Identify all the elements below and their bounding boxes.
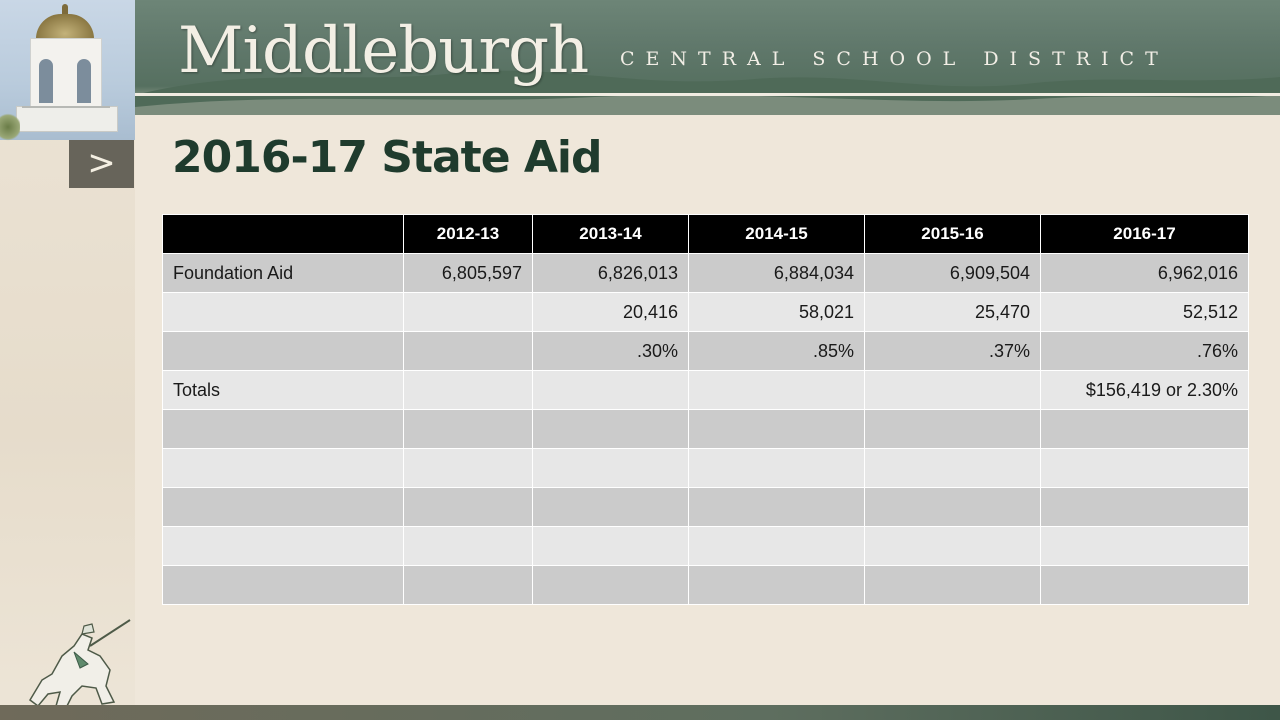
table-row [162,487,1249,527]
table-cell [864,565,1041,605]
table-cell [688,409,865,449]
table-cell [1040,448,1249,488]
cupola-icon [0,0,135,142]
table-cell [864,526,1041,566]
table-cell [864,409,1041,449]
table-cell: $156,419 or 2.30% [1040,370,1249,410]
chevron-right-icon: > [69,140,134,188]
table-cell: 25,470 [864,292,1041,332]
table-cell [403,448,533,488]
table-cell [532,487,689,527]
state-aid-table: 2012-13 2013-14 2014-15 2015-16 2016-17 … [162,214,1249,605]
table-cell [162,292,404,332]
footer-band [0,705,1280,720]
table-cell [403,565,533,605]
table-cell: 6,805,597 [403,253,533,293]
header-divider [135,93,1280,96]
header-cell: 2015-16 [864,214,1041,254]
table-header-row: 2012-13 2013-14 2014-15 2015-16 2016-17 [162,214,1249,254]
table-cell [532,409,689,449]
table-row: Totals $156,419 or 2.30% [162,370,1249,410]
table-cell [403,292,533,332]
table-cell [403,331,533,371]
slide-title: 2016-17 State Aid [172,132,603,183]
table-cell [1040,409,1249,449]
table-cell [532,526,689,566]
table-cell [403,487,533,527]
table-cell [688,448,865,488]
table-cell [864,370,1041,410]
table-cell [864,487,1041,527]
table-row [162,565,1249,605]
table-cell: .30% [532,331,689,371]
table-cell [162,331,404,371]
table-cell [162,526,404,566]
table-cell [688,565,865,605]
table-row: 20,416 58,021 25,470 52,512 [162,292,1249,332]
table-row: Foundation Aid 6,805,597 6,826,013 6,884… [162,253,1249,293]
table-cell [1040,526,1249,566]
table-cell [162,409,404,449]
table-cell: 6,909,504 [864,253,1041,293]
table-cell [1040,487,1249,527]
table-cell: 20,416 [532,292,689,332]
table-cell [532,565,689,605]
header-cell [162,214,404,254]
district-logo-text: Middleburgh [178,14,589,88]
table-row: .30% .85% .37% .76% [162,331,1249,371]
table-cell [403,409,533,449]
table-cell: Totals [162,370,404,410]
header-cell: 2014-15 [688,214,865,254]
table-cell: 52,512 [1040,292,1249,332]
table-cell [532,370,689,410]
header-cell: 2013-14 [532,214,689,254]
table-cell [162,448,404,488]
table-cell [688,487,865,527]
left-sidebar [0,0,135,720]
district-subtitle: CENTRAL SCHOOL DISTRICT [620,48,1169,70]
table-cell [864,448,1041,488]
mountain-silhouette [135,70,1280,115]
table-cell [688,526,865,566]
header-cell: 2016-17 [1040,214,1249,254]
table-cell [162,565,404,605]
table-cell: 6,826,013 [532,253,689,293]
table-cell: 6,962,016 [1040,253,1249,293]
table-cell [1040,565,1249,605]
table-row [162,409,1249,449]
table-cell: .37% [864,331,1041,371]
table-cell [688,370,865,410]
table-cell: .85% [688,331,865,371]
knight-logo-icon [29,619,131,709]
table-row [162,448,1249,488]
table-cell [403,370,533,410]
table-cell: 6,884,034 [688,253,865,293]
table-cell [532,448,689,488]
table-row [162,526,1249,566]
header-cell: 2012-13 [403,214,533,254]
table-cell: .76% [1040,331,1249,371]
table-cell [403,526,533,566]
table-cell: Foundation Aid [162,253,404,293]
table-cell: 58,021 [688,292,865,332]
table-cell [162,487,404,527]
